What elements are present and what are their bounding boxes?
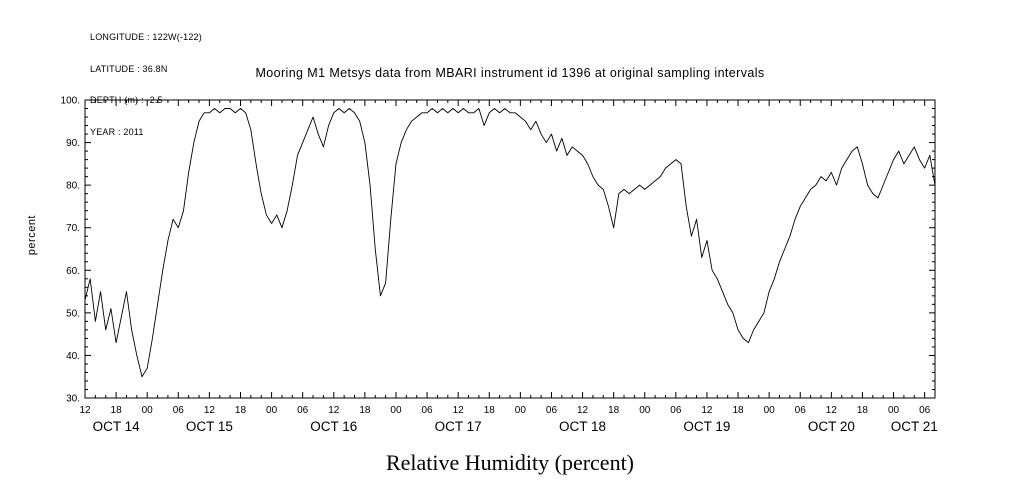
x-tick-label: 06 [795,405,807,416]
x-tick-label: 18 [235,405,247,416]
x-tick-label: 12 [79,405,91,416]
y-tick-label: 90. [66,138,80,149]
x-tick-label: 18 [111,405,123,416]
x-tick-label: 00 [142,405,154,416]
x-tick-label: 18 [857,405,869,416]
day-label: OCT 20 [808,419,855,434]
x-tick-label: 12 [577,405,589,416]
y-tick-label: 100. [61,96,80,107]
day-label: OCT 14 [93,419,141,434]
x-tick-label: 00 [639,405,651,416]
x-tick-label: 12 [826,405,838,416]
x-tick-label: 12 [204,405,216,416]
y-tick-label: 60. [66,266,80,277]
x-tick-label: 00 [515,405,527,416]
x-tick-label: 00 [266,405,278,416]
y-tick-labels: 30. 40. 50. 60. 70. 80. 90. 100. [61,96,80,405]
y-tick-label: 70. [66,223,80,234]
x-hour-tick-labels: 12 18 00 06 12 18 00 06 12 18 00 06 12 18 00 06 12 18 00 06… [79,405,930,416]
plot-box [84,99,936,399]
x-tick-label: 12 [453,405,465,416]
x-tick-label: 00 [390,405,402,416]
chart-title: Mooring M1 Metsys data from MBARI instru… [255,66,765,80]
x-day-labels: OCT 14 OCT 15 OCT 16 OCT 17 OCT 18 OCT 19 OCT … [93,419,938,434]
x-tick-label: 12 [701,405,713,416]
x-tick-label: 18 [484,405,496,416]
x-tick-label: 18 [608,405,620,416]
chart-caption: Relative Humidity (percent) [385,450,635,475]
y-tick-label: 80. [66,181,80,192]
x-tick-label: 06 [422,405,434,416]
x-tick-label: 06 [297,405,309,416]
x-tick-label: 06 [173,405,185,416]
x-tick-label: 18 [732,405,744,416]
x-tick-label: 12 [328,405,340,416]
meta-longitude: LONGITUDE : 122W(-122) [90,32,202,42]
day-label: OCT 16 [310,419,357,434]
meta-year: YEAR : 2011 [90,126,144,137]
axis-ticks [84,99,936,399]
humidity-series-line [84,108,936,378]
day-label: OCT 15 [186,419,233,434]
y-tick-label: 40. [66,351,80,362]
x-tick-label: 18 [359,405,371,416]
x-tick-label: 06 [546,405,558,416]
x-tick-label: 00 [888,405,900,416]
day-label: OCT 18 [559,419,606,434]
y-tick-label: 30. [66,394,80,405]
meta-latitude: LATITUDE : 36.8N [90,63,168,74]
x-tick-label: 06 [670,405,682,416]
x-tick-label: 06 [919,405,931,416]
day-label: OCT 19 [683,419,730,434]
day-label: OCT 17 [435,419,482,434]
day-label: OCT 21 [891,419,938,434]
y-tick-label: 50. [66,308,80,319]
x-tick-label: 00 [764,405,776,416]
